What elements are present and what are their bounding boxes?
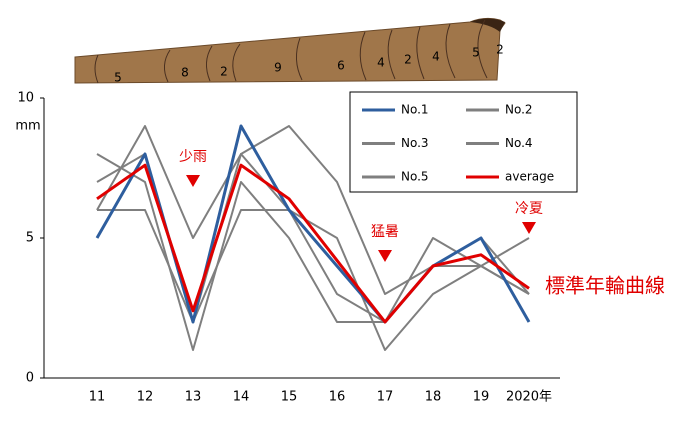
annotation: 少雨 bbox=[179, 149, 207, 165]
legend-label: No.5 bbox=[401, 170, 429, 184]
y-tick-label: 0 bbox=[26, 371, 34, 386]
ring-label: 2 bbox=[496, 43, 504, 57]
x-tick-label: 18 bbox=[425, 390, 442, 405]
x-tick-label: 19 bbox=[473, 390, 490, 405]
ring-label: 9 bbox=[274, 61, 282, 75]
x-tick-label: 14 bbox=[233, 390, 250, 405]
series-line bbox=[96, 163, 530, 324]
legend-label: average bbox=[505, 170, 554, 184]
ring-label: 4 bbox=[377, 56, 385, 70]
annotation-marker bbox=[378, 250, 392, 262]
x-tick-label: 17 bbox=[377, 390, 394, 405]
ring-label: 8 bbox=[181, 66, 189, 80]
x-tick-label: 11 bbox=[89, 390, 106, 405]
y-tick-label: 5 bbox=[26, 231, 34, 246]
annotation-marker bbox=[522, 222, 536, 234]
legend-label: No.2 bbox=[505, 103, 533, 117]
annotation-marker bbox=[186, 175, 200, 187]
x-tick-label: 12 bbox=[137, 390, 154, 405]
annotation: 猛暑 bbox=[371, 224, 399, 240]
legend-label: No.1 bbox=[401, 103, 429, 117]
ring-label: 4 bbox=[432, 50, 440, 64]
curve-label: 標準年輪曲線 bbox=[545, 274, 665, 298]
ring-label: 2 bbox=[404, 53, 412, 67]
ring-label: 6 bbox=[337, 59, 345, 73]
y-axis-label: mm bbox=[15, 119, 40, 134]
ring-label: 5 bbox=[472, 46, 480, 60]
x-tick-label: 13 bbox=[185, 390, 202, 405]
y-tick-label: 10 bbox=[17, 91, 34, 106]
tree-ring-image bbox=[74, 17, 506, 84]
annotation: 冷夏 bbox=[515, 201, 543, 217]
x-tick-label: 16 bbox=[329, 390, 346, 405]
ring-label: 2 bbox=[220, 65, 228, 79]
x-tick-label: 2020年 bbox=[506, 390, 552, 405]
legend-label: No.3 bbox=[401, 136, 429, 150]
ring-label: 5 bbox=[114, 71, 122, 85]
legend-label: No.4 bbox=[505, 136, 533, 150]
series-line bbox=[97, 153, 530, 323]
x-tick-label: 15 bbox=[281, 390, 298, 405]
